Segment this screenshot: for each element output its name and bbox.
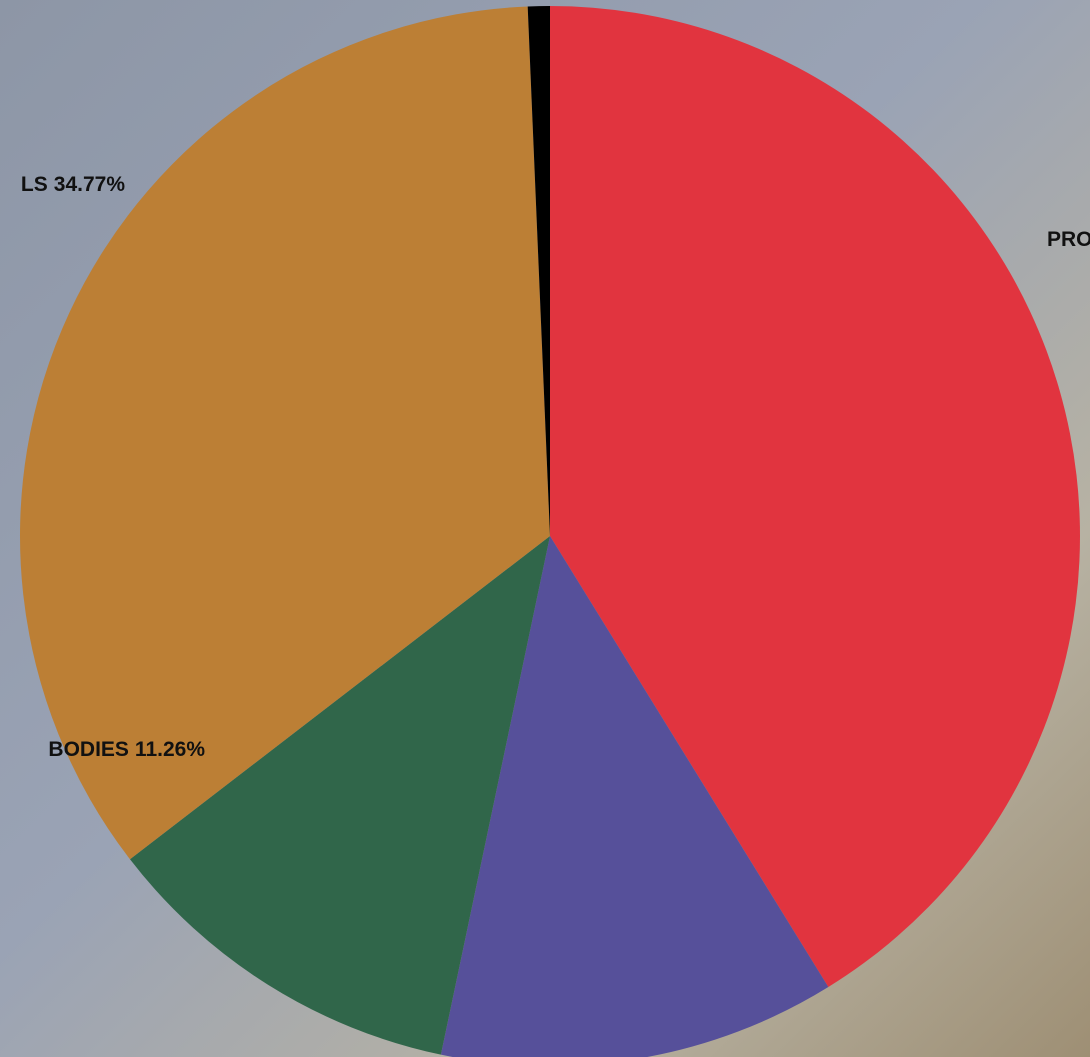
pie <box>20 6 1080 1057</box>
slice-label: LS 34.77% <box>21 173 125 196</box>
slice-category: PRO <box>1047 228 1090 251</box>
chart: PRO BODIES 11.26% LS 34.77% <box>0 0 1090 1057</box>
slice-category: BODIES <box>48 738 129 761</box>
slice-label: PRO <box>1047 228 1090 251</box>
slice-label: BODIES 11.26% <box>48 738 205 761</box>
slice-value: 34.77% <box>54 173 126 196</box>
slice-category: LS <box>21 173 48 196</box>
slice-value: 11.26% <box>135 738 205 761</box>
